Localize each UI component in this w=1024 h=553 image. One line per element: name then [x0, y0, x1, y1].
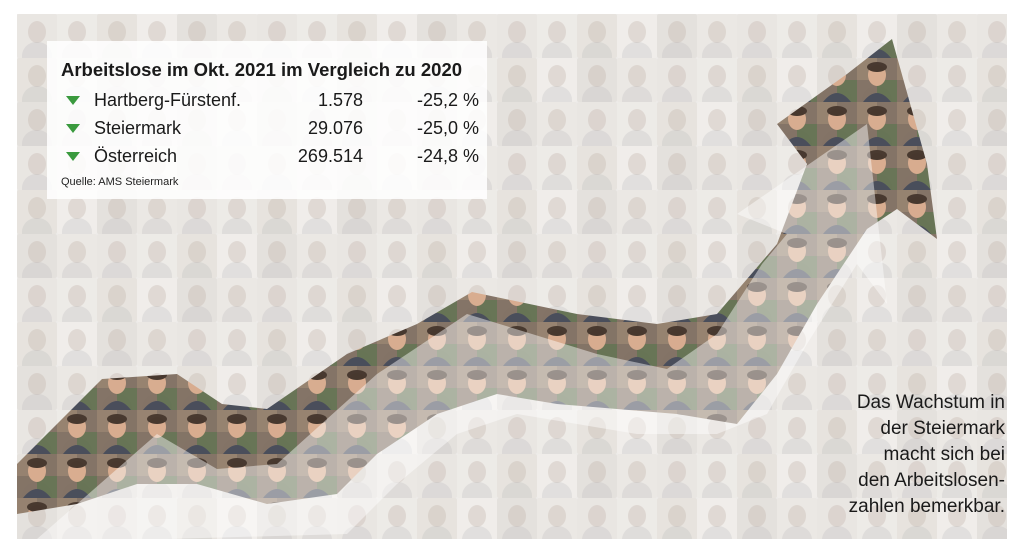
- unemployed-count: 1.578: [317, 90, 363, 110]
- stats-title: Arbeitslose im Okt. 2021 im Vergleich zu…: [61, 59, 463, 80]
- change-percent: -25,2 %: [416, 90, 479, 110]
- region-name: Steiermark: [94, 118, 182, 138]
- change-percent: -24,8 %: [416, 146, 479, 166]
- unemployed-count: 269.514: [297, 146, 363, 166]
- caption-line: zahlen bemerkbar.: [848, 496, 1005, 517]
- region-name: Österreich: [94, 146, 178, 166]
- trend-down-icon: [66, 124, 80, 133]
- caption-line: der Steiermark: [880, 418, 1005, 439]
- unemployed-count: 29.076: [307, 118, 363, 138]
- infographic-frame: Arbeitslose im Okt. 2021 im Vergleich zu…: [17, 14, 1007, 539]
- change-percent: -25,0 %: [416, 118, 479, 138]
- stats-row-steiermark: Steiermark 29.076 -25,0 %: [61, 116, 483, 144]
- unemployment-stats-box: Arbeitslose im Okt. 2021 im Vergleich zu…: [47, 41, 487, 199]
- people-collage-arrow-icon: [17, 39, 937, 539]
- source-note: Quelle: AMS Steiermark: [61, 176, 179, 188]
- region-name: Hartberg-Fürstenf.: [94, 90, 242, 110]
- caption-line: den Arbeitslosen-: [858, 470, 1005, 491]
- stats-row-hartberg: Hartberg-Fürstenf. 1.578 -25,2 %: [61, 88, 483, 116]
- trend-down-icon: [66, 96, 80, 105]
- caption-text: Das Wachstum in der Steiermark macht sic…: [795, 390, 1005, 520]
- stats-row-oesterreich: Österreich 269.514 -24,8 %: [61, 144, 483, 172]
- caption-line: macht sich bei: [883, 444, 1005, 465]
- caption-line: Das Wachstum in: [856, 392, 1005, 413]
- trend-down-icon: [66, 152, 80, 161]
